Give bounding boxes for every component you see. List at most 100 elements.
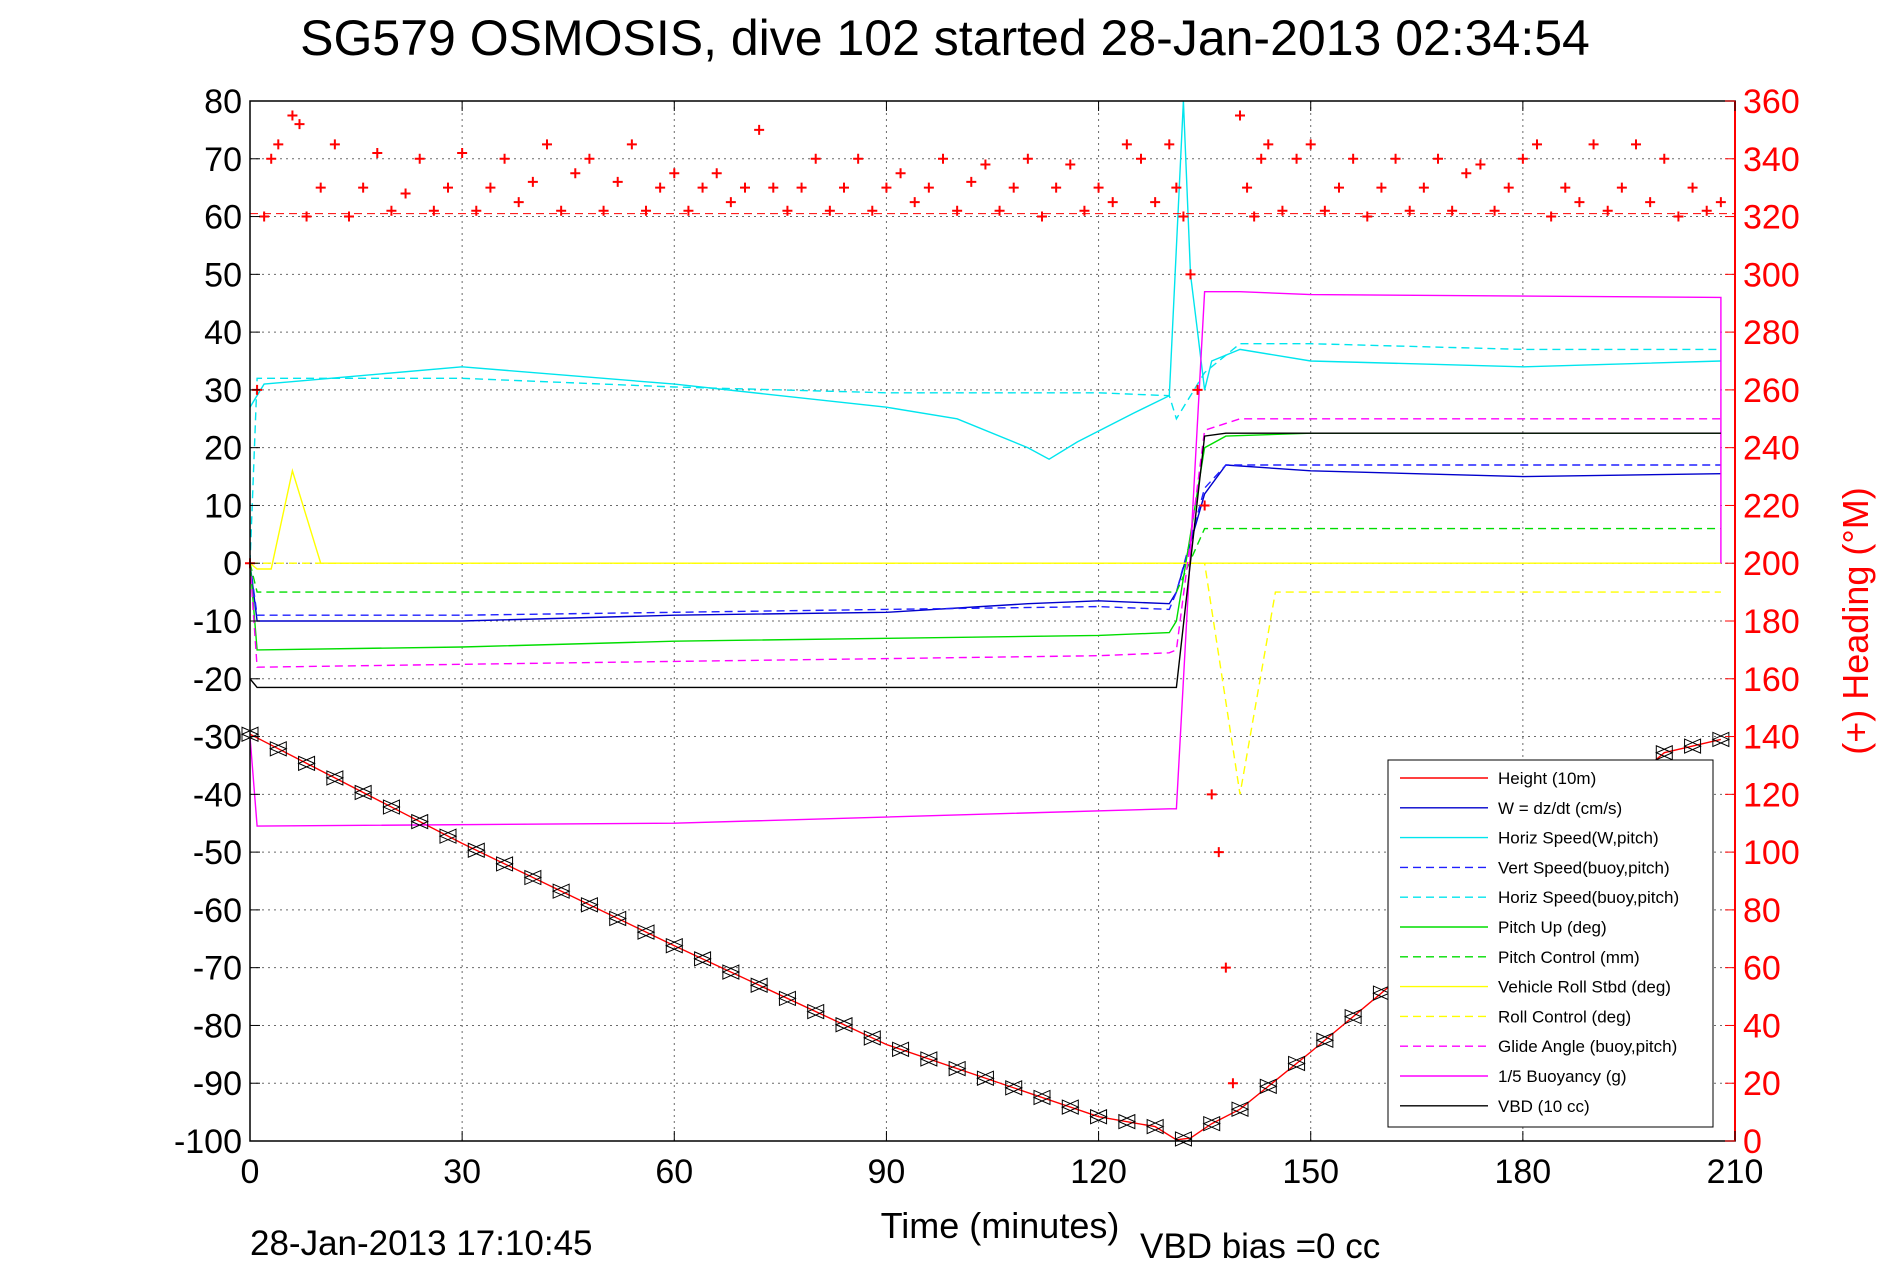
heading-point [471, 205, 482, 216]
series-line-w [249, 464, 1721, 622]
legend-label: Glide Angle (buoy,pitch) [1498, 1037, 1677, 1056]
y-tick-label-right: 120 [1743, 776, 1800, 814]
y-tick-label: 20 [204, 430, 242, 468]
y-tick-label-right: 80 [1743, 892, 1781, 930]
y-tick-label-right: 360 [1743, 83, 1800, 121]
height-marker [1683, 738, 1702, 754]
chart-title: SG579 OSMOSIS, dive 102 started 28-Jan-2… [300, 10, 1590, 66]
legend-label: Vehicle Roll Stbd (deg) [1498, 978, 1671, 997]
heading-point [1235, 110, 1245, 121]
heading-point [1051, 182, 1062, 193]
y-tick-label: -30 [193, 719, 242, 757]
height-marker [1004, 1080, 1023, 1096]
x-tick-label: 0 [241, 1153, 260, 1191]
heading-point [1433, 153, 1443, 164]
heading-point [740, 182, 750, 193]
y-tick-label-right: 40 [1743, 1007, 1781, 1045]
height-marker [778, 990, 797, 1007]
heading-point [810, 153, 821, 164]
heading-point [1418, 182, 1429, 193]
heading-point [1008, 182, 1019, 193]
height-marker [834, 1016, 854, 1033]
height-marker [608, 910, 627, 927]
heading-point [1277, 205, 1288, 216]
heading-point [598, 205, 609, 216]
height-marker [467, 842, 486, 859]
y-tick-label: -90 [193, 1065, 242, 1103]
y-tick-label: 70 [204, 141, 242, 179]
heading-point [414, 153, 425, 164]
y-tick-label-right: 180 [1743, 603, 1800, 641]
legend-label: 1/5 Buoyancy (g) [1498, 1067, 1627, 1086]
height-marker [693, 951, 712, 967]
heading-point [358, 182, 369, 193]
heading-point [1348, 153, 1359, 164]
heading-point [754, 124, 765, 135]
y-tick-label-right: 140 [1743, 719, 1800, 757]
heading-point [301, 211, 312, 222]
y-tick-label: 0 [223, 545, 242, 583]
heading-point [952, 205, 963, 216]
legend-label: Horiz Speed(W,pitch) [1498, 829, 1659, 848]
heading-point [641, 205, 651, 216]
heading-point [612, 176, 623, 187]
height-marker [806, 1003, 825, 1020]
heading-point [980, 159, 991, 170]
y-axis-label-right: (+) Heading (°M) [1835, 487, 1876, 754]
heading-point [895, 168, 906, 179]
legend-label: Pitch Up (deg) [1498, 918, 1607, 937]
heading-point [1645, 197, 1656, 208]
heading-point [542, 139, 552, 150]
heading-point [1659, 153, 1670, 164]
y-tick-label-right: 160 [1743, 661, 1800, 699]
y-tick-label: -40 [193, 776, 242, 814]
height-marker [325, 770, 345, 786]
y-tick-label-right: 260 [1743, 372, 1800, 410]
height-marker [1655, 744, 1674, 761]
heading-point [273, 139, 284, 150]
y-tick-label-right: 300 [1743, 256, 1800, 294]
heading-point [1178, 211, 1189, 222]
height-marker [665, 937, 684, 954]
height-marker [1711, 731, 1731, 748]
heading-point [570, 168, 581, 179]
y-tick-label-right: 220 [1743, 487, 1800, 525]
y-tick-label: -60 [193, 892, 242, 930]
heading-point [329, 139, 340, 150]
heading-point [1546, 211, 1557, 222]
heading-point [315, 182, 326, 193]
heading-point [1489, 205, 1500, 216]
heading-point [1517, 153, 1528, 164]
y-tick-label-right: 280 [1743, 314, 1800, 352]
heading-point [881, 182, 892, 193]
y-tick-label: -10 [193, 603, 242, 641]
heading-point [1334, 182, 1344, 193]
heading-point [1171, 182, 1182, 193]
y-tick-label: -70 [193, 950, 242, 988]
heading-point [994, 205, 1005, 216]
x-tick-label: 30 [443, 1153, 481, 1191]
heading-point [1447, 205, 1458, 216]
series-line-vbd [249, 432, 1721, 689]
height-marker [523, 869, 543, 886]
heading-point [796, 182, 807, 193]
heading-point [1291, 153, 1302, 164]
y-tick-label: 10 [204, 487, 242, 525]
y-ticks-right: 3603403203002802602402202001801601401201… [1725, 83, 1800, 1161]
height-marker [1315, 1032, 1335, 1049]
y-tick-label-right: 340 [1743, 141, 1800, 179]
heading-point [1503, 182, 1514, 193]
heading-point [1107, 197, 1118, 208]
legend-label: Pitch Control (mm) [1498, 948, 1640, 967]
height-marker [1061, 1099, 1080, 1115]
heading-point [1213, 847, 1224, 858]
x-tick-label: 210 [1707, 1153, 1764, 1191]
height-marker [438, 828, 458, 844]
heading-point [938, 153, 948, 164]
heading-point [697, 182, 708, 193]
heading-point [1093, 182, 1104, 193]
height-marker [1117, 1113, 1137, 1130]
heading-point [1701, 205, 1712, 216]
heading-point [1560, 182, 1571, 193]
heading-point [344, 211, 354, 222]
